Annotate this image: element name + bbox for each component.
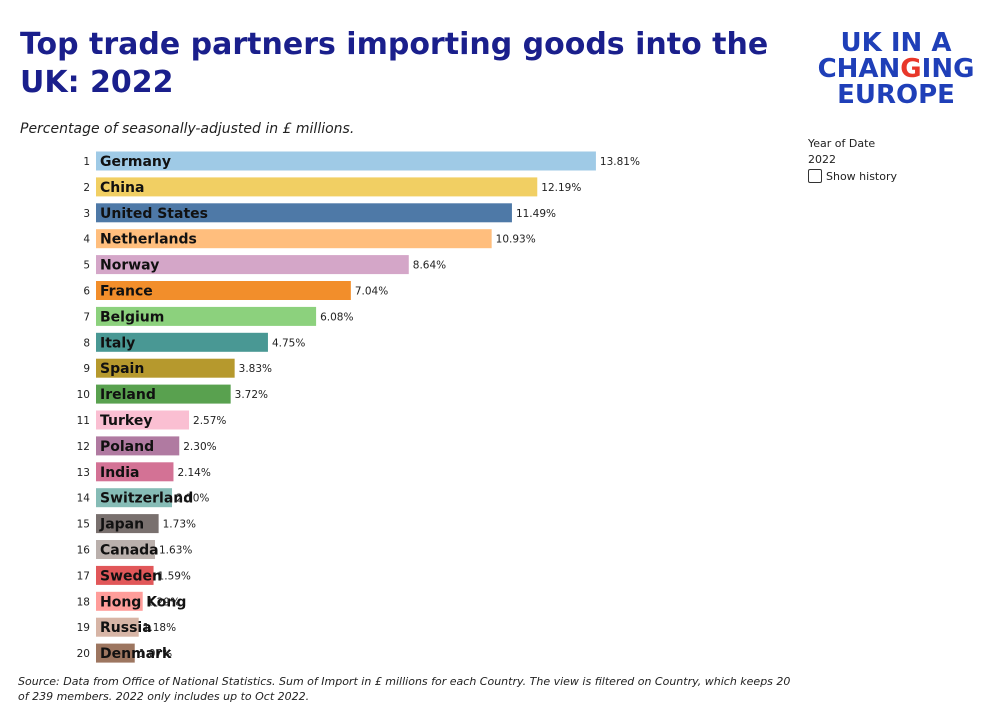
category-label: Canada (100, 543, 159, 559)
rank-label: 8 (83, 337, 90, 349)
bar[interactable] (96, 643, 135, 663)
value-label: 1.73% (163, 519, 196, 531)
bar[interactable] (96, 255, 409, 275)
chart-subtitle: Percentage of seasonally-adjusted in £ m… (20, 121, 355, 137)
value-label: 12.19% (541, 182, 581, 194)
value-label: 11.49% (516, 208, 556, 220)
filter-value[interactable]: 2022 (808, 153, 836, 166)
bar[interactable] (96, 410, 190, 430)
category-label: France (100, 284, 153, 300)
value-label: 8.64% (413, 260, 446, 272)
value-label: 3.83% (239, 363, 272, 375)
value-label: 1.07% (139, 648, 172, 660)
category-label: Ireland (100, 387, 156, 403)
bar[interactable] (96, 540, 156, 559)
uk-in-a-changing-europe-logo: UK IN A CHANGING EUROPE (806, 30, 986, 108)
category-label: Spain (100, 361, 144, 377)
value-label: 2.10% (176, 493, 209, 505)
rank-label: 5 (83, 260, 90, 272)
source-note: Source: Data from Office of National Sta… (18, 675, 791, 703)
rank-label: 20 (77, 648, 90, 660)
bar[interactable] (96, 436, 180, 456)
bar[interactable] (96, 591, 143, 611)
rank-label: 13 (77, 467, 90, 479)
rank-label: 4 (83, 234, 90, 246)
value-label: 2.57% (193, 415, 226, 427)
bar[interactable] (96, 306, 317, 326)
rank-label: 17 (77, 570, 90, 582)
category-label: Italy (100, 335, 135, 351)
rank-label: 14 (77, 493, 91, 505)
year-filter: Year of Date 2022 Show history (808, 136, 897, 183)
value-label: 13.81% (600, 156, 640, 168)
rank-label: 10 (77, 389, 90, 401)
bar[interactable] (96, 151, 596, 171)
category-label: Denmark (100, 646, 172, 662)
rank-label: 9 (83, 363, 90, 375)
bar[interactable] (96, 514, 159, 534)
category-label: Japan (99, 517, 144, 533)
value-label: 1.59% (158, 570, 191, 582)
category-label: Poland (100, 439, 154, 455)
value-label: 1.18% (143, 622, 176, 634)
rank-label: 18 (77, 596, 90, 608)
logo-line-1: UK IN A (840, 28, 952, 58)
bar[interactable] (96, 462, 174, 482)
rank-label: 16 (77, 545, 91, 557)
show-history-label: Show history (826, 169, 898, 183)
bar[interactable] (96, 203, 512, 223)
bar[interactable] (96, 281, 351, 300)
category-label: Switzerland (100, 491, 193, 507)
bar[interactable] (96, 384, 231, 404)
rank-label: 19 (77, 622, 90, 634)
rank-label: 15 (77, 519, 90, 531)
bar[interactable] (96, 332, 268, 352)
value-label: 4.75% (272, 337, 305, 349)
bar[interactable] (96, 229, 492, 249)
bar-chart: 1 Germany 13.81% 2 China 12.19% 3 United States… (77, 151, 640, 663)
bar[interactable] (96, 565, 154, 585)
bar[interactable] (96, 488, 173, 508)
rank-label: 2 (83, 182, 90, 194)
rank-label: 3 (83, 208, 90, 220)
bar[interactable] (96, 617, 139, 637)
category-label: Hong Kong (100, 594, 186, 610)
category-label: Netherlands (100, 232, 197, 248)
rank-label: 6 (83, 286, 90, 298)
category-label: Norway (100, 258, 159, 274)
bar[interactable] (96, 358, 235, 378)
filter-label: Year of Date (808, 137, 876, 150)
category-label: Russia (100, 620, 152, 636)
value-label: 1.29% (147, 596, 180, 608)
page-title: Top trade partners importing goods into … (20, 27, 769, 100)
value-label: 10.93% (496, 234, 536, 246)
show-history-checkbox[interactable] (808, 169, 822, 183)
rank-label: 7 (83, 311, 90, 323)
show-history-toggle[interactable]: Show history (808, 169, 897, 183)
rank-label: 1 (83, 156, 90, 168)
value-label: 2.14% (177, 467, 210, 479)
category-label: India (100, 465, 139, 481)
category-label: China (100, 180, 144, 196)
value-label: 7.04% (355, 286, 388, 298)
bar[interactable] (96, 177, 538, 197)
rank-label: 11 (77, 415, 90, 427)
value-label: 2.30% (183, 441, 216, 453)
category-label: Turkey (100, 413, 152, 429)
value-label: 1.63% (159, 545, 192, 557)
category-label: United States (100, 206, 208, 222)
category-label: Sweden (100, 568, 162, 584)
value-label: 3.72% (235, 389, 268, 401)
logo-line-3: EUROPE (837, 80, 955, 110)
category-label: Belgium (100, 309, 164, 325)
value-label: 6.08% (320, 311, 353, 323)
rank-label: 12 (77, 441, 90, 453)
category-label: Germany (100, 154, 171, 170)
logo-line-2: CHANGING (817, 54, 975, 84)
